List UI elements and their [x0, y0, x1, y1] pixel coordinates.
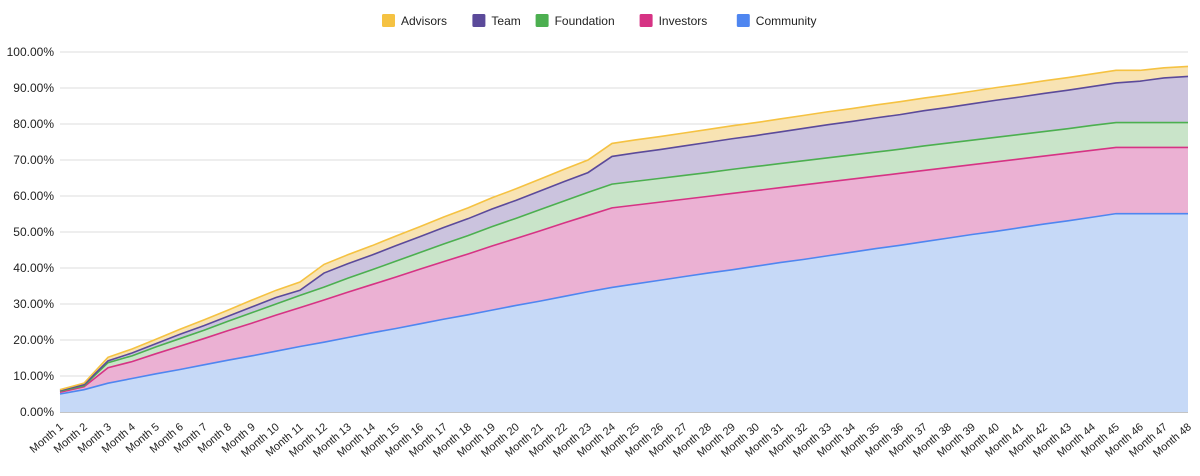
- y-tick-label: 60.00%: [13, 189, 54, 203]
- legend-label-foundation: Foundation: [555, 14, 615, 28]
- legend: Advisors Team Foundation Investors Community: [382, 14, 816, 28]
- series-areas: [60, 66, 1188, 412]
- y-tick-label: 30.00%: [13, 297, 54, 311]
- area-community: [60, 213, 1188, 412]
- legend-label-community: Community: [756, 14, 817, 28]
- y-tick-label: 40.00%: [13, 261, 54, 275]
- legend-swatch-community: [736, 14, 750, 27]
- area-foundation: [60, 122, 1188, 393]
- legend-label-team: Team: [491, 14, 520, 28]
- line-advisors: [59, 65, 1189, 391]
- legend-swatch-investors: [639, 14, 653, 27]
- line-foundation: [59, 121, 1188, 392]
- line-team: [59, 75, 1189, 392]
- y-tick-label: 100.00%: [7, 45, 55, 59]
- y-tick-label: 0.00%: [20, 405, 54, 419]
- legend-label-investors: Investors: [659, 14, 708, 28]
- series-lines: [59, 65, 1189, 395]
- legend-swatch-advisors: [382, 14, 395, 27]
- y-axis: 0.00% 10.00% 20.00% 30.00% 40.00% 50.00% 60.00…: [7, 45, 55, 419]
- y-tick-label: 70.00%: [13, 153, 54, 167]
- y-tick-label: 20.00%: [13, 333, 54, 347]
- y-tick-label: 10.00%: [13, 369, 54, 383]
- area-investors: [60, 147, 1188, 394]
- line-community: [59, 212, 1188, 395]
- legend-swatch-team: [472, 14, 486, 27]
- y-tick-label: 50.00%: [13, 225, 54, 239]
- legend-swatch-foundation: [535, 14, 549, 27]
- line-investors: [59, 146, 1188, 393]
- y-tick-label: 80.00%: [13, 117, 54, 131]
- legend-label-advisors: Advisors: [401, 14, 447, 28]
- y-tick-label: 90.00%: [13, 81, 54, 95]
- area-team: [60, 76, 1188, 392]
